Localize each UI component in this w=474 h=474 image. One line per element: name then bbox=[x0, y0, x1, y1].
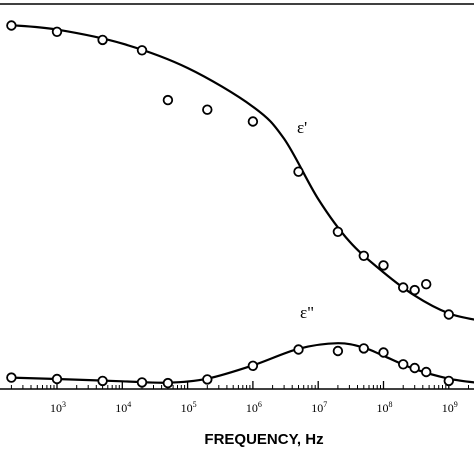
data-point-eps-double-prime bbox=[293, 344, 304, 355]
series-line-eps-prime bbox=[11, 24, 474, 321]
x-axis-ticks bbox=[10, 381, 469, 389]
data-point-eps-double-prime bbox=[409, 362, 420, 374]
data-point-eps-prime bbox=[51, 26, 63, 38]
data-point-eps-double-prime bbox=[378, 347, 389, 358]
data-point-eps-prime bbox=[97, 34, 108, 46]
x-axis-title: FREQUENCY, Hz bbox=[204, 431, 323, 448]
data-point-eps-double-prime bbox=[358, 343, 370, 354]
x-tick-label-base: 10 bbox=[50, 401, 62, 415]
data-point-eps-prime bbox=[247, 116, 259, 127]
data-point-eps-prime bbox=[202, 104, 213, 115]
x-tick-label-base: 10 bbox=[311, 401, 323, 415]
data-point-eps-double-prime bbox=[202, 374, 213, 385]
data-point-eps-prime bbox=[6, 20, 17, 31]
plot-frame bbox=[0, 3, 474, 390]
data-point-eps-double-prime bbox=[162, 377, 174, 389]
data-point-eps-double-prime bbox=[6, 372, 17, 383]
series-label-eps-prime: ε' bbox=[297, 118, 307, 137]
x-tick-label-base: 10 bbox=[115, 401, 127, 415]
data-point-eps-prime bbox=[421, 279, 432, 290]
x-tick-label: 103 bbox=[50, 400, 66, 415]
x-tick-label-base: 10 bbox=[181, 401, 193, 415]
series-markers bbox=[6, 20, 455, 389]
data-point-eps-prime bbox=[136, 45, 148, 56]
x-axis-tick-labels: 103 104 105 106 107 108 109 bbox=[50, 400, 458, 415]
x-tick-label: 105 bbox=[181, 400, 197, 415]
x-tick-label-exponent: 8 bbox=[389, 400, 393, 409]
series-curves bbox=[11, 24, 474, 384]
x-tick-label: 107 bbox=[311, 400, 327, 415]
data-point-eps-prime bbox=[332, 226, 344, 238]
x-tick-label-base: 10 bbox=[442, 401, 454, 415]
x-tick-label-exponent: 4 bbox=[127, 400, 131, 409]
x-tick-label: 104 bbox=[115, 400, 131, 415]
data-point-eps-double-prime bbox=[51, 373, 63, 385]
x-tick-label-exponent: 6 bbox=[258, 400, 262, 409]
data-point-eps-prime bbox=[443, 309, 455, 320]
data-point-eps-double-prime bbox=[398, 359, 409, 370]
data-point-eps-double-prime bbox=[332, 345, 344, 357]
data-point-eps-prime bbox=[293, 166, 304, 177]
data-point-eps-double-prime bbox=[247, 360, 259, 372]
data-point-eps-prime bbox=[409, 284, 420, 296]
data-point-eps-double-prime bbox=[97, 375, 108, 387]
series-label-eps-double-prime: ε" bbox=[300, 303, 314, 322]
x-tick-label-exponent: 5 bbox=[193, 400, 197, 409]
x-tick-label-base: 10 bbox=[377, 401, 389, 415]
data-point-eps-prime bbox=[162, 94, 174, 106]
data-point-eps-double-prime bbox=[443, 375, 455, 387]
x-tick-label-base: 10 bbox=[246, 401, 258, 415]
x-tick-label-exponent: 9 bbox=[454, 400, 458, 409]
data-point-eps-double-prime bbox=[421, 366, 432, 378]
x-tick-label: 108 bbox=[377, 400, 393, 415]
data-point-eps-prime bbox=[398, 282, 409, 293]
data-point-eps-prime bbox=[358, 250, 370, 262]
x-tick-label: 106 bbox=[246, 400, 262, 415]
x-tick-label-exponent: 7 bbox=[323, 400, 327, 409]
x-tick-label: 109 bbox=[442, 400, 458, 415]
data-point-eps-prime bbox=[378, 260, 389, 271]
data-point-eps-double-prime bbox=[136, 377, 148, 388]
x-tick-label-exponent: 3 bbox=[62, 400, 66, 409]
